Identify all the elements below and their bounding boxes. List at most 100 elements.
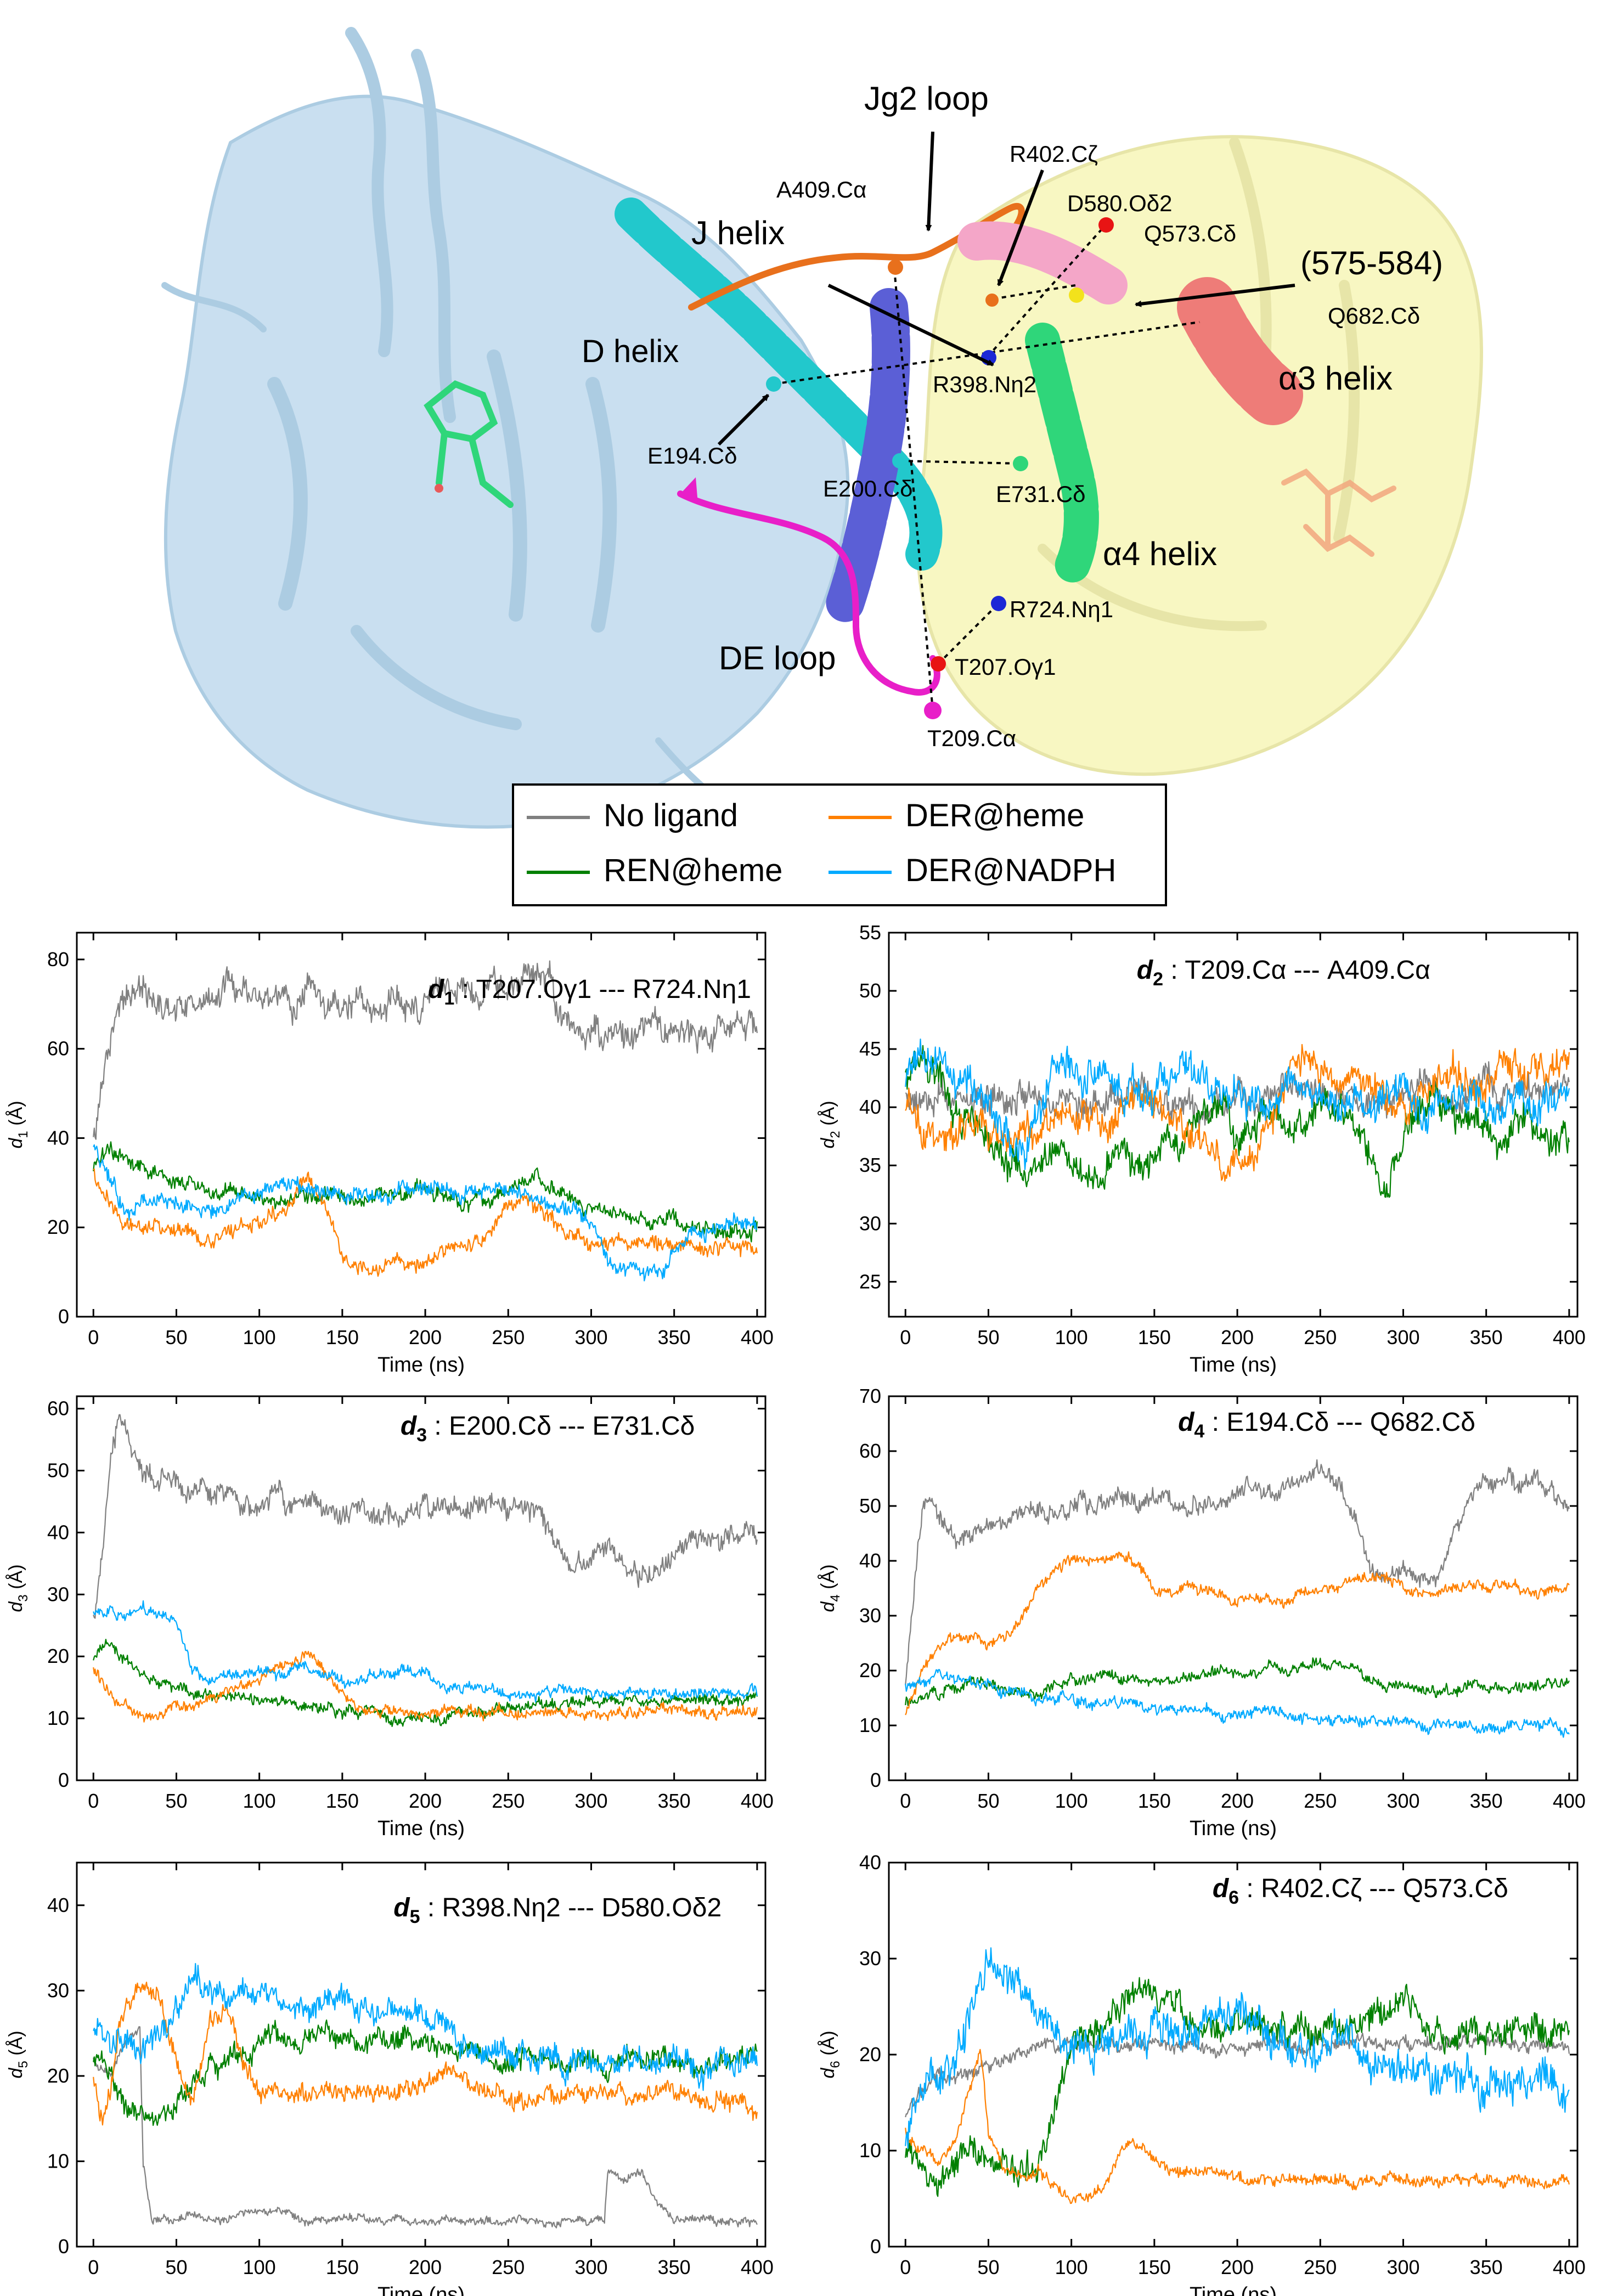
chart-panel-d3: 0 50 100 150 200 250 300 350 400 0 10 20 30 40 50 60 Tim… xyxy=(5,1395,774,1840)
x-tick-label: 400 xyxy=(741,1790,774,1812)
j-helix xyxy=(826,288,910,623)
plot-frame xyxy=(76,932,767,1318)
y-axis-label-var: d xyxy=(5,1138,26,1149)
y-tick-label: 40 xyxy=(859,1549,881,1572)
legend-label-der-heme: DER@heme xyxy=(905,798,1084,833)
x-tick-label: 250 xyxy=(1304,1326,1337,1349)
y-tick-label: 60 xyxy=(859,1440,881,1462)
y-tick-label: 30 xyxy=(47,1583,69,1605)
y-tick-label: 40 xyxy=(47,1126,69,1149)
y-tick-label: 50 xyxy=(859,979,881,1002)
label-j-helix: J helix xyxy=(691,215,785,251)
series-group xyxy=(93,960,758,1282)
series-line-ren-heme xyxy=(905,1977,1570,2197)
y-tick-label: 10 xyxy=(47,2150,69,2172)
legend-box xyxy=(512,783,1167,906)
y-tick-label: 60 xyxy=(47,1037,69,1060)
chart-panel-d1: 0 50 100 150 200 250 300 350 400 0 20 40 60 80 Time (n… xyxy=(5,932,774,1377)
chart-title: d4 : E194.Cδ --- Q682.Cδ xyxy=(1178,1408,1475,1442)
nadph-ligand xyxy=(1281,468,1396,557)
y-axis-label: d6 (Å) xyxy=(818,2030,843,2078)
y-tick-label: 30 xyxy=(859,1604,881,1627)
series-line-der-nadph xyxy=(93,1600,758,1703)
x-tick-label: 400 xyxy=(741,1326,774,1349)
x-tick-label: 50 xyxy=(977,1326,999,1349)
y-tick-label: 25 xyxy=(859,1270,881,1293)
y-axis-label-var: d xyxy=(818,2068,838,2079)
x-tick-label: 0 xyxy=(900,1326,911,1349)
y-axis-label-unit: (Å) xyxy=(818,1101,838,1131)
x-tick-label: 300 xyxy=(574,1790,607,1812)
x-tick-label: 150 xyxy=(1138,1790,1171,1812)
plot-frame xyxy=(888,1395,1579,1781)
x-tick-label: 0 xyxy=(88,1326,99,1349)
y-axis-label-unit: (Å) xyxy=(5,1564,26,1594)
y-tick-label: 40 xyxy=(47,1521,69,1543)
legend: No ligand DER@heme REN@heme DER@NADPH xyxy=(512,783,1167,906)
chart-panel-d5: 0 50 100 150 200 250 300 350 400 0 10 20 30 40 Time (n… xyxy=(5,1861,774,2296)
y-axis-label-sub: 3 xyxy=(16,1594,31,1601)
label-e194: E194.Cδ xyxy=(647,443,737,469)
x-tick-label: 100 xyxy=(243,1326,276,1349)
x-tick-label: 300 xyxy=(574,2256,607,2278)
x-tick-label: 0 xyxy=(900,1790,911,1812)
x-tick-label: 150 xyxy=(326,1326,359,1349)
y-axis-label-unit: (Å) xyxy=(5,1101,26,1131)
label-q682: Q682.Cδ xyxy=(1328,303,1420,329)
label-d-helix: D helix xyxy=(582,334,679,369)
y-tick-label: 30 xyxy=(47,1979,69,2001)
x-tick-label: 400 xyxy=(1553,2256,1586,2278)
y-axis-label-sub: 2 xyxy=(828,1131,843,1138)
series-line-der-heme xyxy=(905,1551,1570,1716)
x-tick-label: 50 xyxy=(977,1790,999,1812)
y-tick-label: 80 xyxy=(47,948,69,971)
atom-markers xyxy=(766,217,1215,719)
label-de-loop: DE loop xyxy=(719,640,836,676)
x-tick-label: 250 xyxy=(492,1326,525,1349)
y-tick-label: 45 xyxy=(859,1037,881,1060)
y-tick-label: 0 xyxy=(58,1305,69,1328)
chart-title-text: : E194.Cδ --- Q682.Cδ xyxy=(1204,1408,1475,1437)
y-tick-label: 20 xyxy=(859,1659,881,1682)
chart-title-sub: 1 xyxy=(444,988,454,1009)
y-axis-label-sub: 6 xyxy=(828,2061,843,2068)
chart-title-var: d xyxy=(401,1412,418,1441)
series-group xyxy=(93,1963,758,2229)
plot-frame xyxy=(76,1861,767,2248)
x-tick-label: 0 xyxy=(88,2256,99,2278)
de-loop-arrow-icon xyxy=(680,477,698,504)
x-tick-label: 350 xyxy=(658,1790,691,1812)
y-tick-label: 55 xyxy=(859,921,881,944)
x-tick-label: 250 xyxy=(1304,2256,1337,2278)
x-tick-label: 350 xyxy=(1470,1326,1503,1349)
y-axis-label-sub: 4 xyxy=(828,1594,843,1601)
chart-title-var: d xyxy=(1137,956,1154,985)
chart-title-sub: 5 xyxy=(410,1906,420,1927)
series-group xyxy=(905,1947,1570,2204)
chart-title-text: : E200.Cδ --- E731.Cδ xyxy=(427,1412,695,1441)
chart-title: d2 : T209.Cα --- A409.Cα xyxy=(1137,956,1430,990)
y-tick-label: 10 xyxy=(859,2139,881,2162)
jg2-loop xyxy=(688,203,1025,311)
y-tick-label: 40 xyxy=(859,1851,881,1874)
label-t209: T209.Cα xyxy=(927,725,1016,751)
series-line-der-nadph xyxy=(905,1947,1570,2149)
chart-title-sub: 4 xyxy=(1194,1421,1204,1442)
series-line-no-ligand xyxy=(905,2032,1570,2118)
y-tick-label: 20 xyxy=(47,2064,69,2087)
x-tick-label: 50 xyxy=(165,1790,187,1812)
y-tick-label: 20 xyxy=(47,1216,69,1238)
x-tick-label: 200 xyxy=(1221,2256,1254,2278)
series-line-der-heme xyxy=(93,1982,758,2126)
label-d580: D580.Oδ2 xyxy=(1067,190,1172,216)
chart-title-sub: 3 xyxy=(416,1425,427,1446)
y-tick-label: 40 xyxy=(47,1894,69,1916)
chart-title: d3 : E200.Cδ --- E731.Cδ xyxy=(401,1412,695,1446)
x-tick-label: 400 xyxy=(1553,1326,1586,1349)
y-axis-label: d4 (Å) xyxy=(818,1564,843,1612)
x-tick-label: 50 xyxy=(977,2256,999,2278)
legend-label-ren-heme: REN@heme xyxy=(604,853,782,888)
y-tick-label: 10 xyxy=(859,1714,881,1736)
x-axis-label: Time (ns) xyxy=(377,2283,465,2296)
x-tick-label: 100 xyxy=(243,2256,276,2278)
